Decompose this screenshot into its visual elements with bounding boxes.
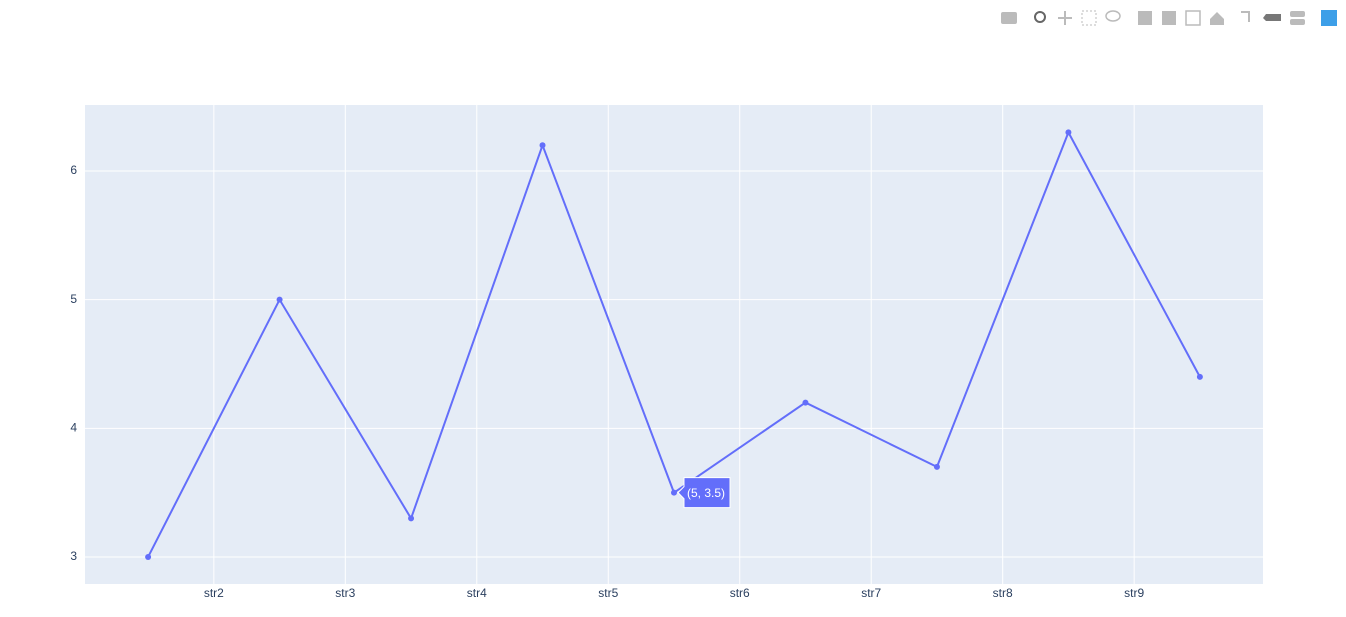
y-tick-label: 5: [70, 292, 77, 306]
zoom-out-button[interactable]: [1162, 11, 1176, 25]
plotly-logo[interactable]: [1321, 10, 1337, 26]
point: [1065, 129, 1072, 136]
lasso-button[interactable]: [1105, 10, 1121, 22]
y-tick-label: 4: [70, 420, 77, 434]
x-tick-label: str2: [204, 586, 224, 600]
x-tick-label: str3: [335, 586, 355, 600]
x-tick-label: str6: [730, 586, 750, 600]
hover-compare-button[interactable]: [1290, 11, 1305, 17]
point: [802, 399, 809, 406]
point: [933, 463, 940, 470]
reset-button[interactable]: [1210, 12, 1224, 25]
hover-closest-button[interactable]: [1263, 14, 1281, 21]
x-tick-label: str8: [993, 586, 1013, 600]
point: [1196, 373, 1203, 380]
x-tick-label: str7: [861, 586, 881, 600]
point: [539, 142, 546, 149]
y-tick-label: 6: [70, 163, 77, 177]
camera-button[interactable]: [1001, 12, 1017, 24]
spike-button[interactable]: [1241, 11, 1250, 22]
point: [671, 489, 677, 496]
point: [276, 296, 283, 303]
y-tick-label: 3: [70, 549, 77, 563]
autoscale-button[interactable]: [1185, 10, 1201, 26]
pan-button[interactable]: [1058, 11, 1072, 25]
hover-label: (5, 3.5): [687, 486, 725, 500]
x-tick-label: str9: [1124, 586, 1144, 600]
zoom-in-button[interactable]: [1138, 11, 1152, 25]
toolbar: [1001, 10, 1337, 26]
x-tick-label: str4: [467, 586, 487, 600]
point: [408, 515, 415, 522]
point: [145, 553, 152, 560]
zoom-button[interactable]: [1034, 11, 1046, 23]
box-select-button[interactable]: [1081, 10, 1097, 26]
hover-label-box: [677, 477, 731, 509]
hover-compare-button[interactable]: [1290, 19, 1305, 25]
plot-area: [85, 105, 1263, 584]
x-tick-label: str5: [598, 586, 618, 600]
